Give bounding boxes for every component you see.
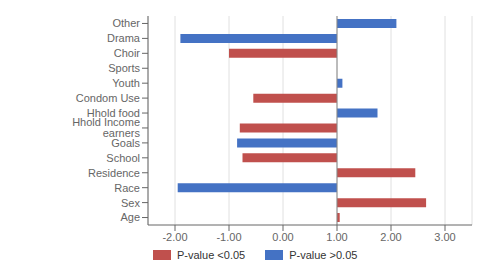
svg-text:-1.00: -1.00 xyxy=(216,231,241,243)
svg-text:Drama: Drama xyxy=(107,32,141,44)
svg-text:0.00: 0.00 xyxy=(272,231,293,243)
svg-text:Choir: Choir xyxy=(114,47,141,59)
svg-text:1.00: 1.00 xyxy=(326,231,347,243)
svg-text:School: School xyxy=(106,152,140,164)
svg-text:Sports: Sports xyxy=(108,62,140,74)
svg-text:Youth: Youth xyxy=(112,77,140,89)
svg-text:3.00: 3.00 xyxy=(434,231,455,243)
svg-text:Race: Race xyxy=(114,182,140,194)
svg-text:Age: Age xyxy=(120,211,140,223)
svg-text:Residence: Residence xyxy=(88,167,140,179)
html-text:P-value >0.05: P-value >0.05 xyxy=(289,249,358,261)
svg-text:-2.00: -2.00 xyxy=(162,231,187,243)
html-text:earners: earners xyxy=(102,127,140,140)
svg-text:Hhold food: Hhold food xyxy=(86,106,140,119)
svg-text:2.00: 2.00 xyxy=(380,231,401,243)
svg-text:Condom Use: Condom Use xyxy=(76,92,140,104)
svg-text:Other: Other xyxy=(112,17,140,29)
html-text:P-value <0.05: P-value <0.05 xyxy=(177,249,246,261)
svg-text:Sex: Sex xyxy=(121,197,140,209)
html-text:Hhold Income: Hhold Income xyxy=(72,116,140,129)
svg-text:Goals: Goals xyxy=(111,137,140,149)
